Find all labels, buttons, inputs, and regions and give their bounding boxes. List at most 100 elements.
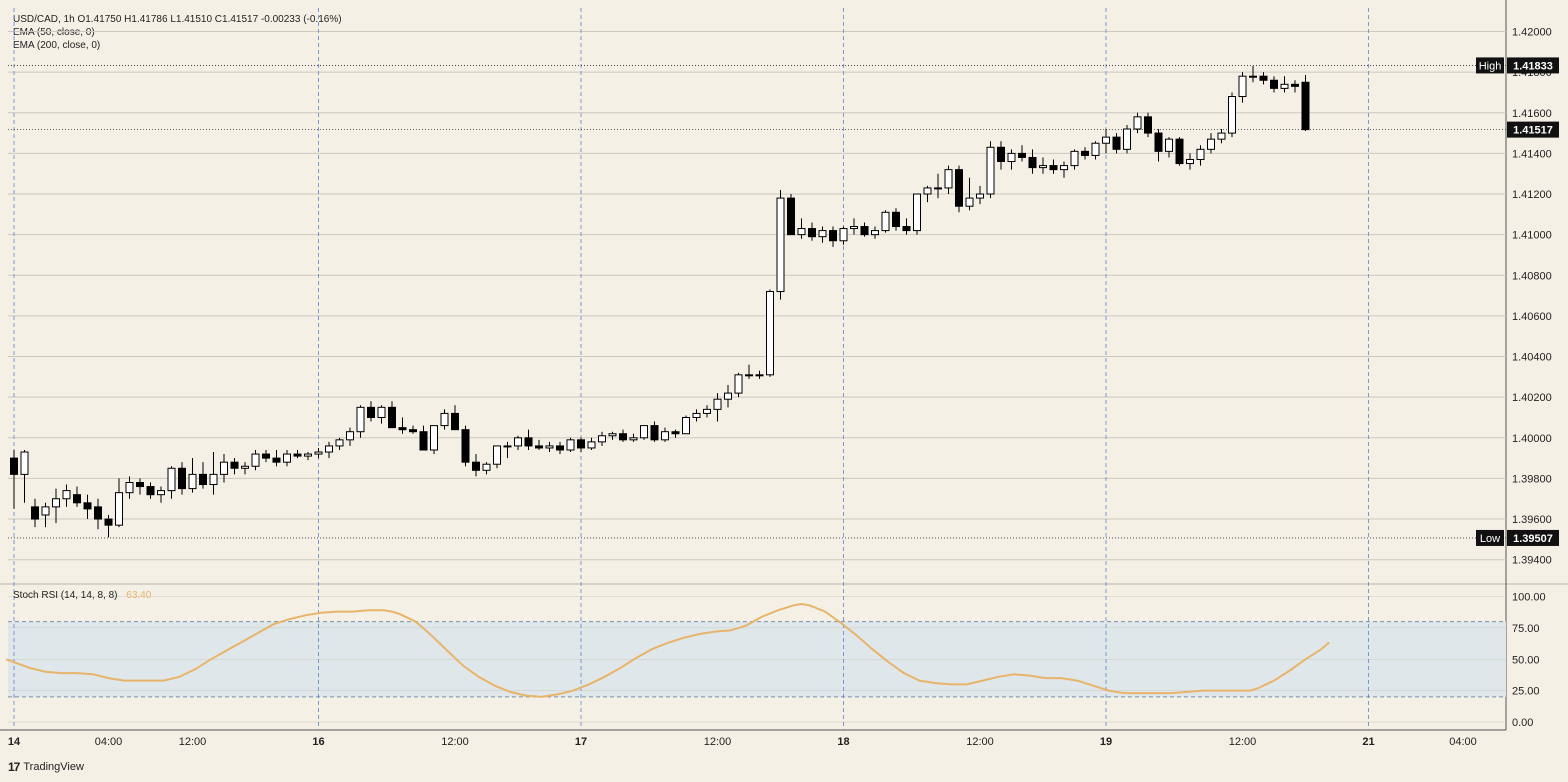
candle-body xyxy=(220,461,228,475)
candle-body xyxy=(272,457,281,463)
marker-value-label: 1.41833 xyxy=(1513,60,1553,72)
candle-body xyxy=(587,441,596,449)
candle-body xyxy=(377,406,386,418)
candle-body xyxy=(367,406,375,418)
candle-body xyxy=(41,506,50,516)
candle-body xyxy=(209,473,218,486)
tradingview-logo-icon: 17 xyxy=(8,760,20,774)
candle-body xyxy=(10,457,18,475)
candle-body xyxy=(1228,96,1236,134)
candle-body xyxy=(1018,152,1026,158)
stoch-tick-label: 25.00 xyxy=(1512,686,1540,698)
candle-body xyxy=(860,226,869,236)
candle-body xyxy=(556,445,564,451)
candle-body xyxy=(83,502,92,510)
candle-body xyxy=(440,412,449,427)
candle-body xyxy=(1217,132,1226,140)
candle-body xyxy=(913,193,921,232)
stoch-tick-label: 50.00 xyxy=(1512,654,1540,666)
candle-body xyxy=(671,431,680,435)
stoch-rsi-line xyxy=(5,602,1330,698)
candle-body xyxy=(388,406,396,429)
candle-body xyxy=(104,518,113,526)
candle-body xyxy=(20,451,29,475)
candle-body xyxy=(1039,165,1047,169)
candle-body xyxy=(125,481,134,494)
price-tick-label: 1.41000 xyxy=(1512,230,1552,242)
time-tick-label: 12:00 xyxy=(1229,736,1257,748)
candle-body xyxy=(1091,142,1100,156)
candle-body xyxy=(1049,165,1058,171)
marker-value-bg xyxy=(1507,57,1559,74)
candle-body xyxy=(1060,165,1068,171)
candle-body xyxy=(713,398,722,410)
candle-body xyxy=(1081,150,1089,156)
time-tick-label: 19 xyxy=(1100,736,1112,748)
candle-body xyxy=(692,412,701,418)
candle-body xyxy=(1259,75,1268,81)
candle-body xyxy=(955,169,963,207)
candle-body xyxy=(1144,116,1152,134)
candle-body xyxy=(787,197,795,236)
candle-body xyxy=(524,437,533,447)
candle-body xyxy=(1186,158,1194,165)
price-tick-label: 1.39400 xyxy=(1512,555,1552,567)
time-tick-label: 21 xyxy=(1362,736,1374,748)
candle-body xyxy=(1133,116,1142,130)
candle-body xyxy=(136,481,144,488)
price-tick-label: 1.40800 xyxy=(1512,270,1552,282)
candle-body xyxy=(356,406,365,433)
candle-body xyxy=(923,187,932,195)
candle-body xyxy=(934,187,942,190)
candle-body xyxy=(230,461,239,469)
stoch-tick-label: 75.00 xyxy=(1512,623,1540,635)
candle-body xyxy=(629,437,638,441)
candle-body xyxy=(1207,138,1215,150)
candle-body xyxy=(724,392,732,400)
candle-body xyxy=(986,146,995,195)
candle-body xyxy=(1301,81,1310,131)
candle-body xyxy=(514,437,522,447)
candle-body xyxy=(1028,156,1037,169)
price-tick-label: 1.41200 xyxy=(1512,189,1552,201)
candle-body xyxy=(178,467,186,490)
candle-body xyxy=(419,431,428,451)
candle-body xyxy=(766,291,774,376)
candle-body xyxy=(661,431,669,441)
candle-body xyxy=(1070,150,1079,167)
candle-body xyxy=(199,473,207,486)
candle-body xyxy=(776,197,785,293)
candle-body xyxy=(409,429,417,433)
brand-name: TradingView xyxy=(23,761,84,773)
candle-body xyxy=(146,486,155,496)
candle-body xyxy=(461,429,470,463)
ema50-legend: EMA (50, close, 0) xyxy=(13,27,95,38)
footer: 17 TradingView xyxy=(8,760,84,774)
stoch-tick-label: 100.00 xyxy=(1512,592,1546,604)
candle-body xyxy=(262,453,270,459)
candle-body xyxy=(797,228,806,236)
stoch-rsi-legend: Stoch RSI (14, 14, 8, 8) 63.40 xyxy=(13,590,151,601)
price-tick-label: 1.40000 xyxy=(1512,433,1552,445)
candle-body xyxy=(871,230,879,236)
price-tick-label: 1.42000 xyxy=(1512,27,1552,39)
candle-body xyxy=(902,226,911,232)
candle-body xyxy=(892,211,900,228)
stoch-rsi-title: Stoch RSI (14, 14, 8, 8) xyxy=(13,590,118,601)
time-tick-label: 17 xyxy=(575,736,587,748)
price-chart[interactable]: 1.39400 1.39600 1.39800 1.40000 1.40200 1.404… xyxy=(0,0,1568,760)
candle-body xyxy=(1154,132,1163,152)
marker-value-label: 1.39507 xyxy=(1513,533,1553,545)
candle-body xyxy=(493,445,501,465)
time-tick-label: 12:00 xyxy=(179,736,207,748)
candle-body xyxy=(965,197,974,207)
time-tick-label: 04:00 xyxy=(1449,736,1477,748)
candle-body xyxy=(881,211,890,232)
candle-body xyxy=(167,467,176,492)
candle-body xyxy=(52,498,60,508)
price-tick-label: 1.41600 xyxy=(1512,108,1552,120)
stoch-tick-label: 0.00 xyxy=(1512,717,1533,729)
candle-body xyxy=(1291,83,1299,87)
candle-body xyxy=(115,492,123,526)
candle-body xyxy=(619,433,627,441)
